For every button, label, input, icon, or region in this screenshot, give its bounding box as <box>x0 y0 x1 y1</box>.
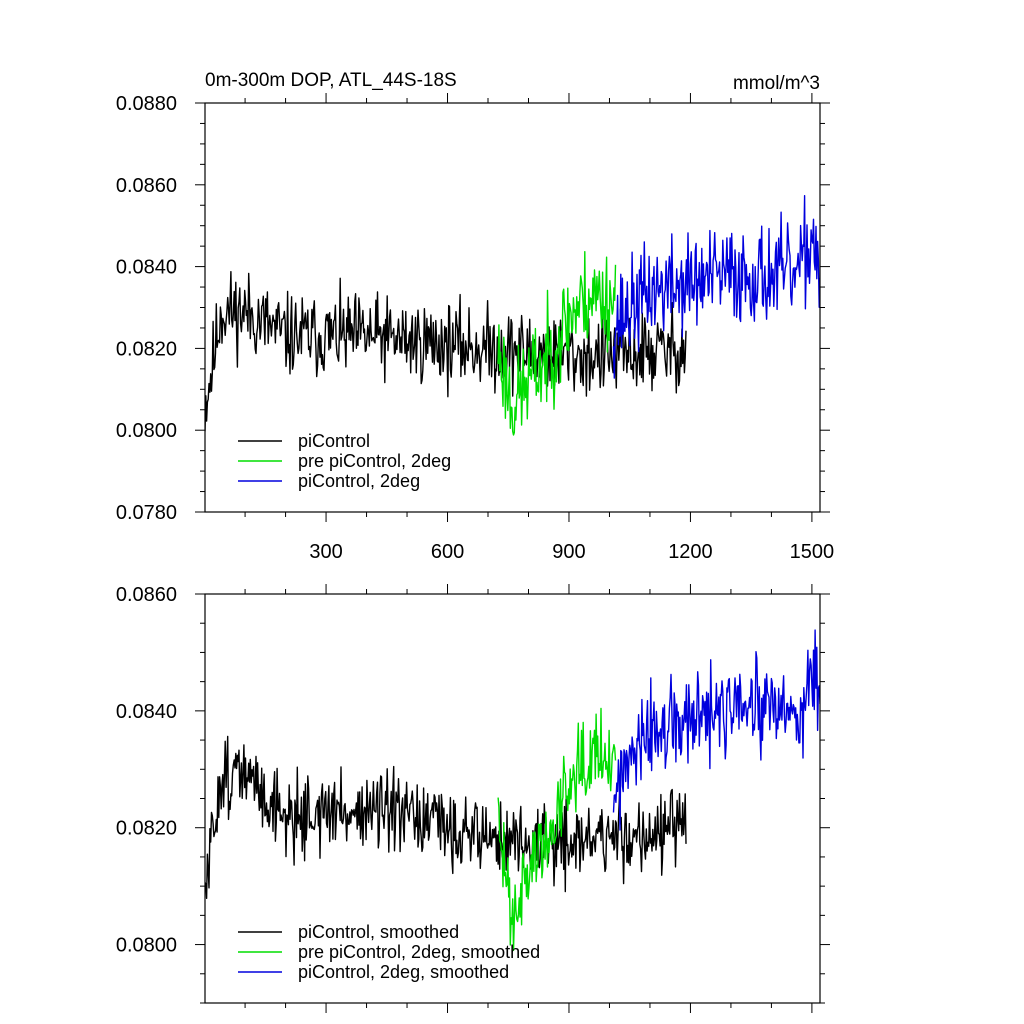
y-tick-label: 0.0840 <box>116 257 177 279</box>
series-line-3 <box>612 629 820 831</box>
legend-label: pre piControl, 2deg, smoothed <box>298 942 540 962</box>
series-group <box>205 629 820 951</box>
legend-label: piControl <box>298 431 370 451</box>
legend-label: pre piControl, 2deg <box>298 451 451 471</box>
y-tick-label: 0.0820 <box>116 818 177 840</box>
x-tick-label: 600 <box>431 541 464 563</box>
x-tick-label: 900 <box>552 541 585 563</box>
x-tick-label: 1500 <box>790 541 835 563</box>
y-tick-label: 0.0840 <box>116 701 177 723</box>
y-tick-label: 0.0800 <box>116 935 177 957</box>
y-tick-label: 0.0860 <box>116 175 177 197</box>
legend-label: piControl, 2deg <box>298 471 420 491</box>
x-tick-label: 1200 <box>668 541 713 563</box>
bottom-panel: 0.0800 0.0820 0.0840 0.0860 piControl, smoot… <box>116 584 830 1013</box>
legend-label: piControl, 2deg, smoothed <box>298 962 509 982</box>
chart-title: 0m-300m DOP, ATL_44S-18S <box>205 70 457 91</box>
series-line-2 <box>497 251 617 436</box>
tick-marks <box>195 93 830 522</box>
top-panel: 0.0780 0.0800 0.0820 0.0840 0.0860 0.0880 300 6… <box>116 70 834 563</box>
y-tick-label: 0.0880 <box>116 93 177 115</box>
series-group <box>205 195 820 436</box>
unit-label: mmol/m^3 <box>733 73 820 94</box>
series-line-3 <box>612 195 820 379</box>
tick-marks <box>195 584 830 1013</box>
y-tick-label: 0.0800 <box>116 420 177 442</box>
y-tick-label: 0.0820 <box>116 338 177 360</box>
series-line-1 <box>205 735 687 899</box>
y-tick-label: 0.0780 <box>116 502 177 524</box>
y-tick-label: 0.0860 <box>116 584 177 606</box>
series-line-2 <box>497 707 617 951</box>
x-tick-label: 300 <box>309 541 342 563</box>
legend-label: piControl, smoothed <box>298 922 459 942</box>
